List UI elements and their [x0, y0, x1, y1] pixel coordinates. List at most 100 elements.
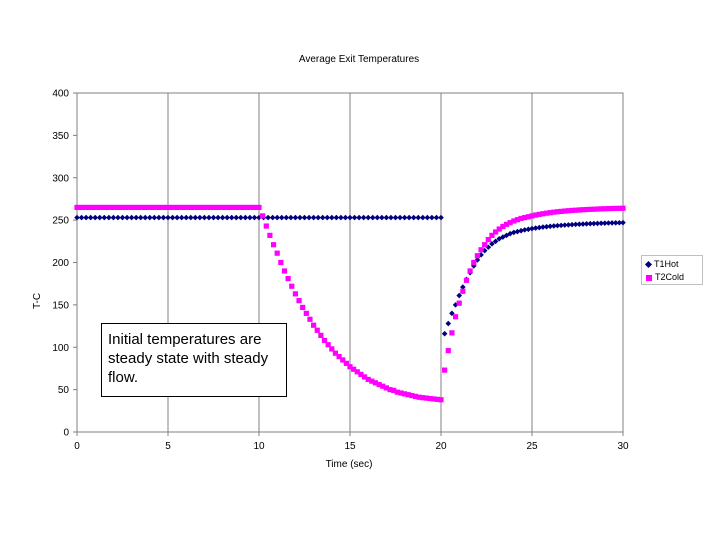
data-point: [543, 223, 550, 230]
data-point: [616, 219, 623, 226]
data-point: [594, 220, 601, 227]
legend-item-t2cold: T2Cold: [646, 271, 684, 283]
data-point: [496, 235, 503, 242]
legend-item-t1hot: T1Hot: [644, 258, 679, 270]
data-point: [591, 206, 597, 212]
data-point: [402, 391, 408, 397]
data-point: [420, 214, 426, 221]
data-point: [467, 268, 473, 274]
data-point: [525, 226, 532, 233]
data-point: [307, 316, 313, 322]
data-point: [310, 214, 317, 221]
data-point: [583, 221, 590, 227]
data-point: [529, 213, 535, 219]
data-point: [587, 206, 593, 212]
data-point: [594, 206, 601, 212]
annotation-box: Initial temperatures are steady state wi…: [101, 323, 287, 397]
diamond-marker-icon: [644, 261, 653, 269]
data-point: [274, 214, 280, 221]
data-point: [174, 214, 180, 221]
data-point: [301, 214, 308, 221]
data-point: [92, 214, 98, 221]
data-point: [228, 214, 235, 221]
data-point: [332, 350, 339, 356]
data-point: [438, 397, 444, 403]
data-point: [558, 222, 564, 229]
data-point: [598, 220, 604, 227]
data-point: [412, 393, 419, 400]
data-point: [500, 234, 506, 240]
data-point: [319, 214, 326, 221]
data-point: [456, 300, 462, 306]
data-point: [409, 392, 415, 399]
data-point: [96, 214, 103, 221]
y-tick-label: 400: [52, 89, 69, 100]
data-point: [580, 207, 586, 213]
data-point: [115, 204, 121, 211]
data-point: [242, 214, 249, 221]
x-axis: 0 5 10 15 20 25 30: [74, 432, 629, 452]
data-point: [536, 211, 542, 217]
data-point: [192, 214, 199, 221]
data-point: [492, 238, 499, 245]
data-point: [482, 242, 488, 248]
data-point: [78, 214, 85, 221]
data-point: [336, 353, 342, 360]
data-point: [92, 204, 98, 211]
data-point: [572, 221, 579, 228]
y-axis-label: T-C: [32, 293, 43, 309]
x-tick-label: 0: [74, 441, 80, 452]
data-point: [569, 207, 575, 214]
data-point: [292, 291, 298, 297]
data-point: [274, 250, 280, 256]
data-point: [224, 214, 230, 221]
data-point: [383, 385, 389, 391]
data-point: [441, 330, 448, 337]
data-point: [547, 223, 553, 230]
data-point: [605, 220, 612, 226]
data-point: [329, 214, 335, 221]
legend-label: T2Cold: [655, 272, 685, 282]
data-point: [470, 263, 477, 269]
data-point: [397, 214, 403, 221]
data-point: [605, 205, 612, 212]
data-point: [616, 205, 622, 211]
data-point: [233, 214, 240, 221]
data-point: [288, 214, 294, 221]
data-point: [565, 208, 571, 214]
data-point: [188, 204, 194, 211]
data-point: [300, 304, 306, 311]
data-point: [416, 394, 422, 400]
data-point: [265, 214, 271, 221]
y-tick-label: 200: [52, 258, 69, 269]
data-point: [247, 204, 253, 211]
data-point: [206, 214, 212, 221]
data-point: [558, 208, 564, 214]
data-point: [256, 214, 262, 221]
data-point: [342, 214, 349, 221]
data-point: [256, 204, 262, 211]
series-layer: [74, 204, 626, 403]
data-point: [156, 214, 162, 221]
data-point: [215, 214, 221, 221]
data-point: [576, 221, 583, 227]
data-point: [347, 364, 353, 370]
data-point: [321, 337, 328, 344]
data-point: [285, 276, 291, 282]
data-point: [83, 214, 89, 221]
data-point: [242, 204, 248, 211]
data-point: [129, 204, 135, 211]
data-point: [493, 229, 499, 235]
legend: T1Hot T2Cold: [641, 255, 703, 285]
data-point: [270, 242, 277, 248]
data-point: [74, 204, 80, 211]
data-point: [423, 395, 430, 401]
data-point: [598, 206, 604, 212]
data-point: [361, 374, 368, 380]
data-point: [521, 227, 528, 233]
data-point: [602, 206, 608, 212]
data-point: [183, 214, 189, 221]
data-point: [478, 247, 484, 253]
x-axis-label: Time (sec): [326, 459, 373, 470]
data-point: [406, 214, 412, 221]
